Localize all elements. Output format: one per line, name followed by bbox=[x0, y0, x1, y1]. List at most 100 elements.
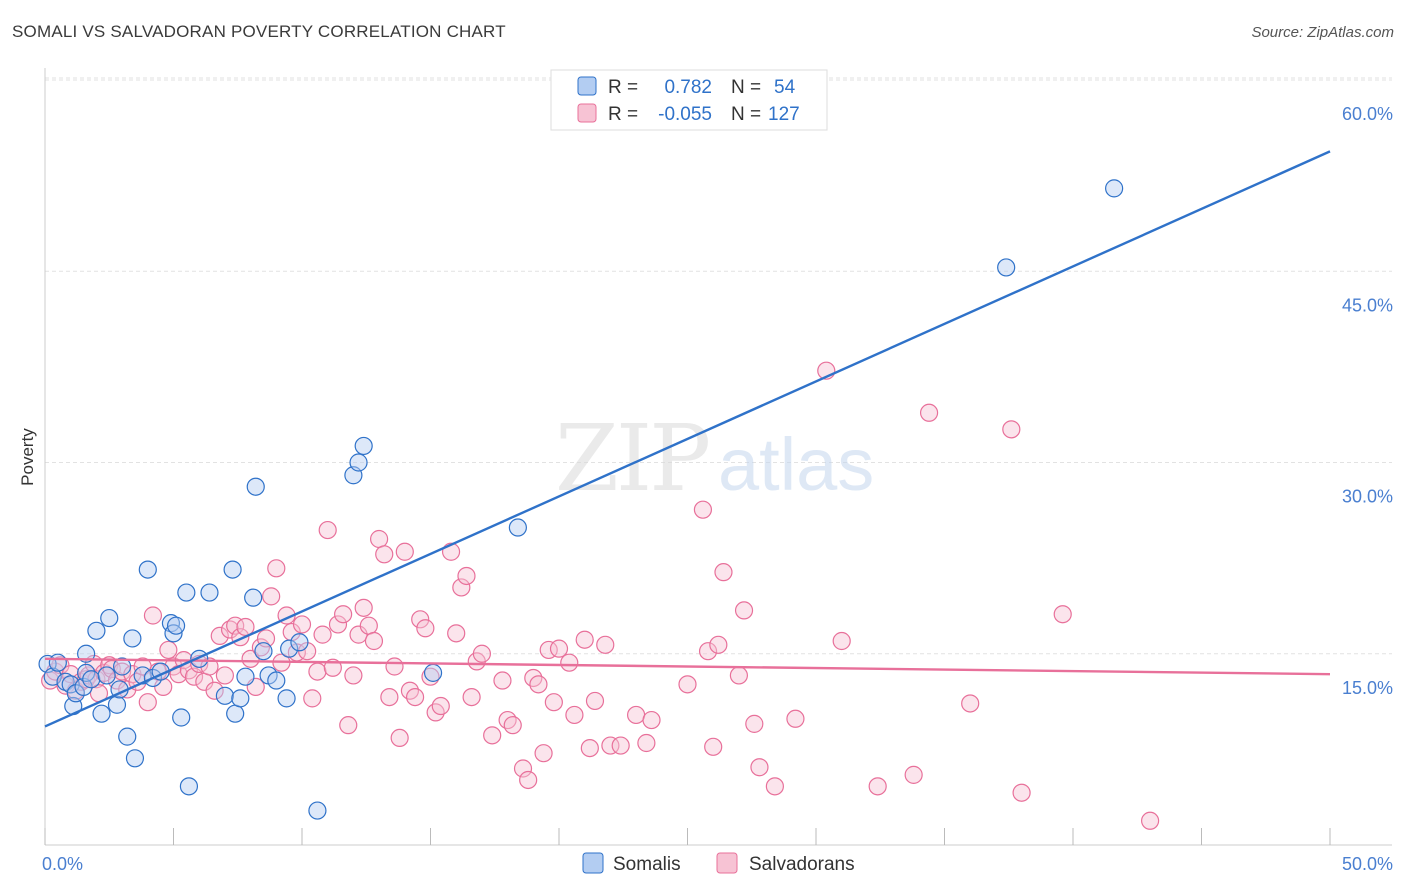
salvadorans-point bbox=[626, 705, 646, 725]
salvadorans-point bbox=[405, 687, 425, 707]
somalis-point bbox=[308, 801, 327, 820]
stats-legend-swatch-somalis bbox=[577, 76, 597, 96]
somalis-trend-line bbox=[44, 150, 1331, 728]
somalis-point bbox=[92, 704, 111, 723]
salvadorans-point bbox=[868, 777, 887, 796]
salvadorans-point bbox=[308, 662, 327, 681]
salvadorans-point bbox=[503, 716, 522, 735]
salvadorans-point bbox=[457, 566, 476, 586]
somalis-point bbox=[267, 671, 286, 690]
salvadorans-point bbox=[498, 710, 517, 730]
legend-label-somalis: Somalis bbox=[613, 854, 681, 875]
salvadorans-point bbox=[483, 726, 502, 745]
stats-n-label-somalis: N = bbox=[731, 77, 761, 98]
salvadorans-point bbox=[344, 666, 363, 685]
somalis-point bbox=[138, 560, 157, 579]
somalis-point bbox=[290, 633, 309, 652]
salvadorans-point bbox=[714, 563, 733, 582]
salvadorans-point bbox=[154, 677, 173, 697]
somalis-point bbox=[179, 777, 199, 796]
x-tick-label-min: 0.0% bbox=[42, 854, 83, 874]
somalis-point bbox=[423, 663, 443, 682]
somalis-point bbox=[231, 689, 250, 708]
somalis-point bbox=[508, 518, 527, 537]
salvadorans-point bbox=[395, 542, 414, 561]
somalis-point bbox=[97, 666, 116, 685]
somalis-point bbox=[48, 653, 67, 672]
somalis-point bbox=[277, 689, 296, 708]
salvadorans-point bbox=[704, 737, 723, 756]
watermark-zip: ZIP bbox=[555, 405, 708, 512]
salvadorans-point bbox=[575, 630, 594, 649]
somalis-point bbox=[125, 749, 145, 768]
somalis-point bbox=[112, 657, 132, 676]
salvadorans-point bbox=[1053, 605, 1072, 624]
legend-swatch-salvadorans bbox=[716, 852, 738, 874]
salvadorans-point bbox=[313, 625, 332, 644]
salvadorans-point bbox=[447, 624, 466, 643]
salvadorans-trend-line bbox=[44, 657, 1331, 676]
salvadorans-point bbox=[359, 616, 378, 635]
salvadorans-point bbox=[596, 635, 615, 654]
salvadorans-point bbox=[354, 598, 373, 617]
watermark-atlas: atlas bbox=[718, 423, 874, 506]
salvadorans-point bbox=[832, 631, 851, 651]
somalis-point bbox=[74, 677, 93, 697]
salvadorans-point bbox=[452, 578, 471, 597]
somalis-point bbox=[226, 704, 245, 723]
salvadorans-point bbox=[416, 619, 435, 638]
somalis-point bbox=[254, 642, 273, 661]
y-tick-label: 15.0% bbox=[1342, 678, 1393, 698]
salvadorans-point bbox=[328, 615, 348, 634]
somalis-point bbox=[100, 608, 119, 628]
salvadorans-point bbox=[745, 714, 764, 733]
somalis-point bbox=[82, 670, 101, 689]
salvadorans-point bbox=[560, 653, 579, 672]
y-tick-label: 60.0% bbox=[1342, 104, 1393, 124]
somalis-point bbox=[107, 695, 127, 714]
somalis-point bbox=[997, 258, 1016, 277]
stats-r-value-somalis: 0.782 bbox=[664, 77, 712, 98]
salvadorans-point bbox=[262, 587, 281, 606]
stats-r-value-salvadorans: -0.055 bbox=[658, 104, 712, 125]
stats-r-label-salvadorans: R = bbox=[608, 104, 638, 125]
salvadorans-point bbox=[210, 626, 229, 646]
salvadorans-point bbox=[385, 657, 404, 676]
salvadorans-point bbox=[205, 681, 224, 700]
somalis-point bbox=[77, 644, 96, 663]
x-tick-label-max: 50.0% bbox=[1342, 854, 1393, 874]
salvadorans-point bbox=[534, 744, 553, 763]
y-tick-label: 45.0% bbox=[1342, 295, 1393, 315]
stats-r-label-somalis: R = bbox=[608, 77, 638, 98]
salvadorans-point bbox=[729, 666, 749, 685]
stats-legend-box bbox=[550, 69, 828, 131]
salvadorans-point bbox=[919, 403, 939, 422]
somalis-point bbox=[177, 583, 196, 602]
chart-source: Source: ZipAtlas.com bbox=[1251, 24, 1394, 41]
somalis-point bbox=[172, 708, 191, 727]
salvadorans-point bbox=[472, 644, 491, 663]
salvadorans-point bbox=[961, 694, 980, 713]
legend-swatch-somalis bbox=[582, 852, 604, 874]
somalis-point bbox=[244, 588, 263, 607]
salvadorans-point bbox=[765, 777, 784, 796]
salvadorans-point bbox=[786, 709, 805, 728]
salvadorans-point bbox=[364, 631, 384, 651]
watermark: ZIP atlas bbox=[555, 405, 874, 512]
somalis-point bbox=[223, 560, 242, 579]
salvadorans-point bbox=[513, 759, 533, 778]
salvadorans-point bbox=[159, 640, 178, 660]
salvadorans-point bbox=[303, 689, 322, 708]
salvadorans-point bbox=[637, 733, 656, 753]
salvadorans-point bbox=[1140, 811, 1160, 830]
salvadorans-point bbox=[1012, 783, 1031, 802]
salvadorans-point bbox=[349, 625, 368, 644]
salvadorans-point bbox=[529, 675, 548, 694]
salvadorans-point bbox=[200, 657, 219, 676]
somalis-point bbox=[354, 436, 373, 456]
somalis-point bbox=[280, 639, 299, 658]
salvadorans-point bbox=[904, 765, 923, 784]
somalis-point bbox=[1105, 179, 1124, 198]
salvadorans-point bbox=[493, 671, 512, 690]
